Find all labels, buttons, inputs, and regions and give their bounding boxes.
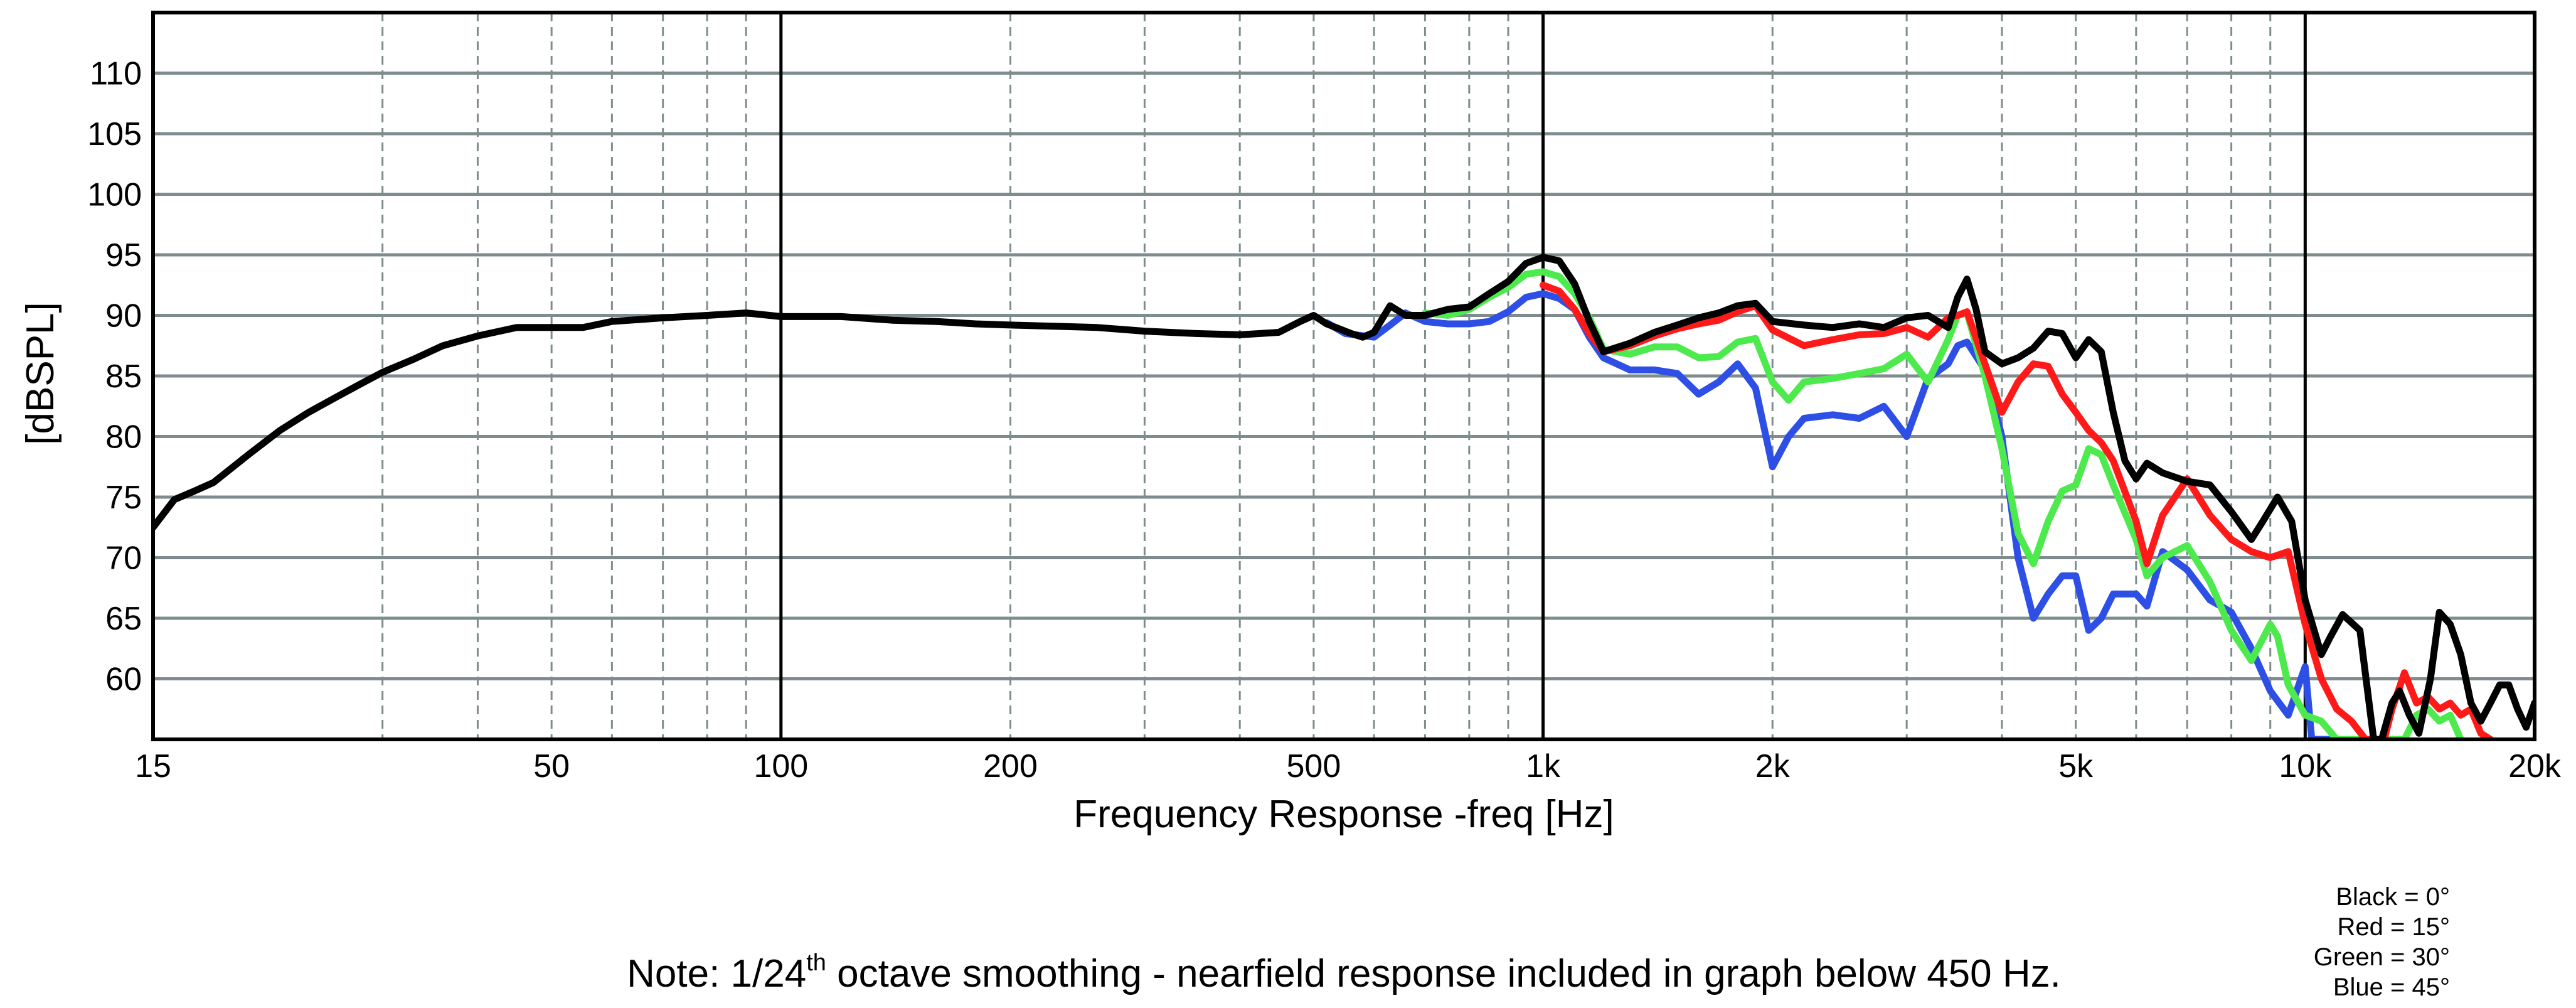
x-tick-label-50: 50 bbox=[533, 748, 570, 785]
x-tick-label-5k: 5k bbox=[2058, 748, 2094, 785]
legend-entry-blue: Blue = 45° bbox=[2333, 973, 2450, 1001]
x-tick-label-100: 100 bbox=[753, 748, 808, 785]
series-line-0deg bbox=[153, 254, 2535, 739]
series-group bbox=[153, 254, 2535, 739]
y-tick-label-100: 100 bbox=[87, 177, 142, 213]
legend-entry-green: Green = 30° bbox=[2314, 943, 2450, 971]
y-tick-label-95: 95 bbox=[105, 237, 142, 274]
y-tick-label-70: 70 bbox=[105, 540, 142, 577]
x-tick-label-200: 200 bbox=[983, 748, 1038, 785]
note-superscript: th bbox=[806, 950, 826, 976]
x-axis-label: Frequency Response -freq [Hz] bbox=[1073, 793, 1614, 836]
note-suffix: octave smoothing - nearfield response in… bbox=[826, 952, 2061, 995]
y-tick-label-85: 85 bbox=[105, 358, 142, 395]
y-tick-label-80: 80 bbox=[105, 419, 142, 456]
y-tick-label-65: 65 bbox=[105, 601, 142, 637]
legend-entry-red: Red = 15° bbox=[2338, 913, 2450, 941]
y-tick-label-90: 90 bbox=[105, 298, 142, 335]
y-tick-label-60: 60 bbox=[105, 662, 142, 698]
tick-labels: 60 65 70 75 80 85 90 95 100 105 110 15 50 100 200 500 1k… bbox=[87, 56, 2562, 785]
plot-frame bbox=[151, 11, 2536, 741]
legend-entry-black: Black = 0° bbox=[2336, 883, 2450, 911]
smoothing-note: Note: 1/24th octave smoothing - nearfiel… bbox=[627, 950, 2061, 995]
note-prefix: Note: 1/24 bbox=[627, 952, 806, 995]
x-tick-label-2k: 2k bbox=[1755, 748, 1791, 785]
x-tick-label-15: 15 bbox=[135, 748, 171, 785]
x-tick-label-20k: 20k bbox=[2508, 748, 2562, 785]
y-tick-label-75: 75 bbox=[105, 480, 142, 516]
y-tick-label-110: 110 bbox=[90, 56, 142, 92]
x-tick-label-500: 500 bbox=[1287, 748, 1341, 785]
legend: Black = 0° Red = 15° Green = 30° Blue = … bbox=[2314, 883, 2450, 1001]
grid bbox=[153, 13, 2535, 739]
y-axis-label: [dBSPL] bbox=[19, 302, 62, 444]
y-tick-label-105: 105 bbox=[87, 116, 142, 153]
x-tick-label-1k: 1k bbox=[1526, 748, 1561, 785]
x-tick-label-10k: 10k bbox=[2279, 748, 2332, 785]
